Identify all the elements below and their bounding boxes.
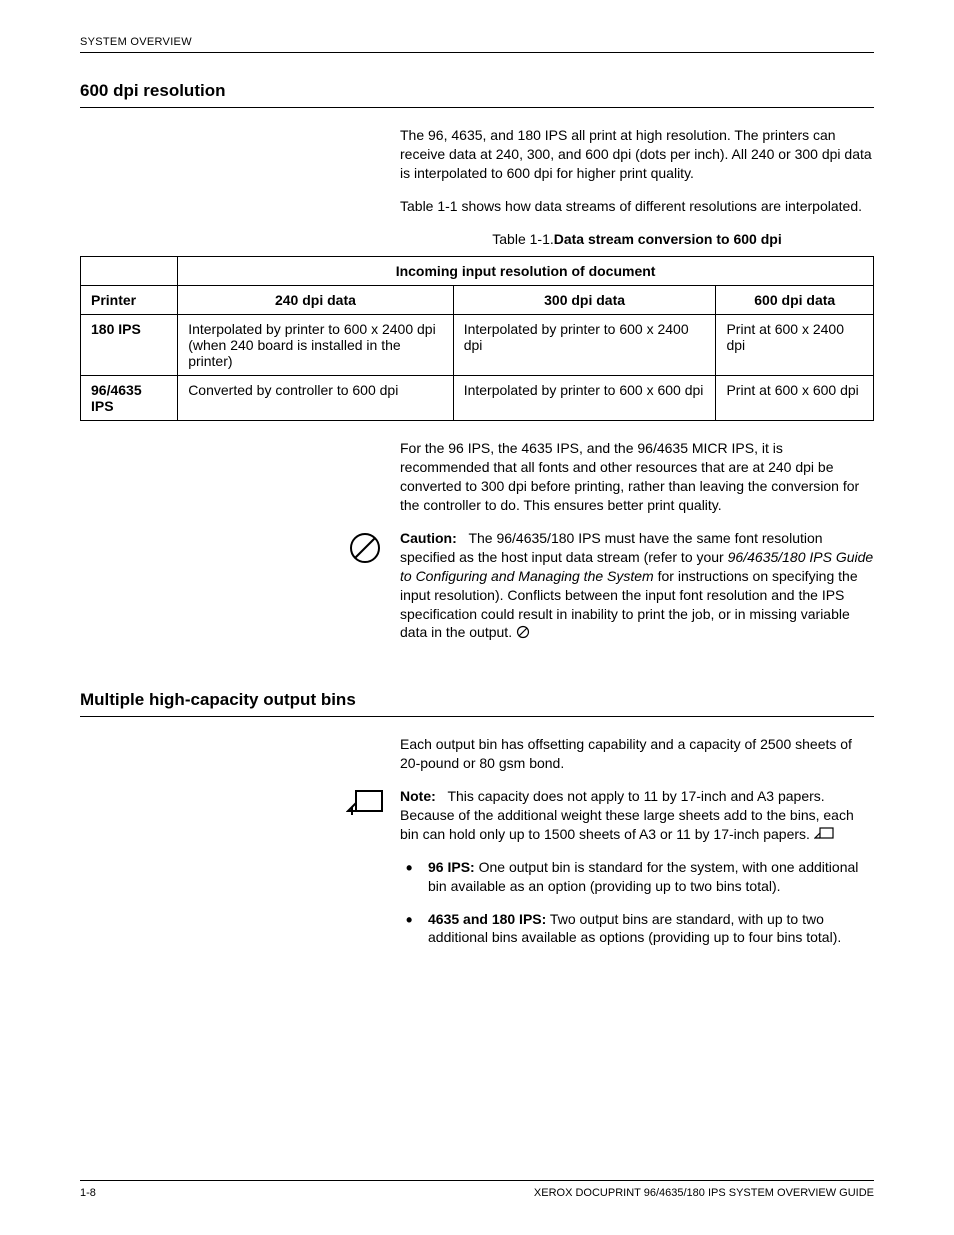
prohibit-icon (330, 529, 400, 565)
cell-600: Print at 600 x 2400 dpi (716, 315, 874, 376)
para: Each output bin has offsetting capabilit… (400, 735, 874, 773)
cell-600: Print at 600 x 600 dpi (716, 376, 874, 421)
para: Table 1-1 shows how data streams of diff… (400, 197, 874, 216)
section-title-600dpi: 600 dpi resolution (80, 81, 874, 108)
cell-300: Interpolated by printer to 600 x 600 dpi (453, 376, 716, 421)
section-title-output-bins: Multiple high-capacity output bins (80, 690, 874, 717)
page-footer: 1-8 XEROX DOCUPRINT 96/4635/180 IPS SYST… (80, 1180, 874, 1199)
page-number: 1-8 (80, 1187, 96, 1199)
bullet-lead: 4635 and 180 IPS: (428, 911, 546, 927)
list-item: 4635 and 180 IPS: Two output bins are st… (400, 910, 874, 948)
running-header: SYSTEM OVERVIEW (80, 36, 874, 53)
table-caption: Table 1-1.Data stream conversion to 600 … (400, 230, 874, 249)
page: SYSTEM OVERVIEW 600 dpi resolution The 9… (0, 0, 954, 1235)
table-row: 180 IPS Interpolated by printer to 600 x… (81, 315, 874, 376)
note-label: Note: (400, 788, 436, 804)
col-header-printer: Printer (81, 286, 178, 315)
col-header-600: 600 dpi data (716, 286, 874, 315)
body-column: The 96, 4635, and 180 IPS all print at h… (400, 126, 874, 248)
conversion-table: Incoming input resolution of document Pr… (80, 256, 874, 421)
list-item: 96 IPS: One output bin is standard for t… (400, 858, 874, 896)
para: For the 96 IPS, the 4635 IPS, and the 96… (400, 439, 874, 515)
bullet-text: One output bin is standard for the syste… (428, 859, 858, 894)
caution-text: Caution: The 96/4635/180 IPS must have t… (400, 529, 874, 642)
note-icon (330, 787, 400, 819)
cell-240: Converted by controller to 600 dpi (178, 376, 454, 421)
footer-title: XEROX DOCUPRINT 96/4635/180 IPS SYSTEM O… (534, 1187, 874, 1199)
cell-printer: 96/4635 IPS (81, 376, 178, 421)
note-text: Note: This capacity does not apply to 11… (400, 787, 874, 844)
col-header-240: 240 dpi data (178, 286, 454, 315)
cell-300: Interpolated by printer to 600 x 2400 dp… (453, 315, 716, 376)
para: The 96, 4635, and 180 IPS all print at h… (400, 126, 874, 183)
table-corner (81, 257, 178, 286)
caution-block: Caution: The 96/4635/180 IPS must have t… (80, 529, 874, 642)
note-block: Note: This capacity does not apply to 11… (80, 787, 874, 844)
cell-printer: 180 IPS (81, 315, 178, 376)
body-column: For the 96 IPS, the 4635 IPS, and the 96… (400, 439, 874, 515)
note-icon (814, 827, 834, 841)
bullet-list: 96 IPS: One output bin is standard for t… (400, 858, 874, 948)
note-body: This capacity does not apply to 11 by 17… (400, 788, 854, 842)
caution-label: Caution: (400, 530, 457, 546)
bullet-lead: 96 IPS: (428, 859, 475, 875)
table-row: 96/4635 IPS Converted by controller to 6… (81, 376, 874, 421)
table-caption-title: Data stream conversion to 600 dpi (554, 231, 782, 247)
table-span-header: Incoming input resolution of document (178, 257, 874, 286)
cell-240: Interpolated by printer to 600 x 2400 dp… (178, 315, 454, 376)
prohibit-icon (516, 625, 530, 639)
body-column: Each output bin has offsetting capabilit… (400, 735, 874, 773)
table-caption-lead: Table 1-1. (492, 231, 553, 247)
col-header-300: 300 dpi data (453, 286, 716, 315)
